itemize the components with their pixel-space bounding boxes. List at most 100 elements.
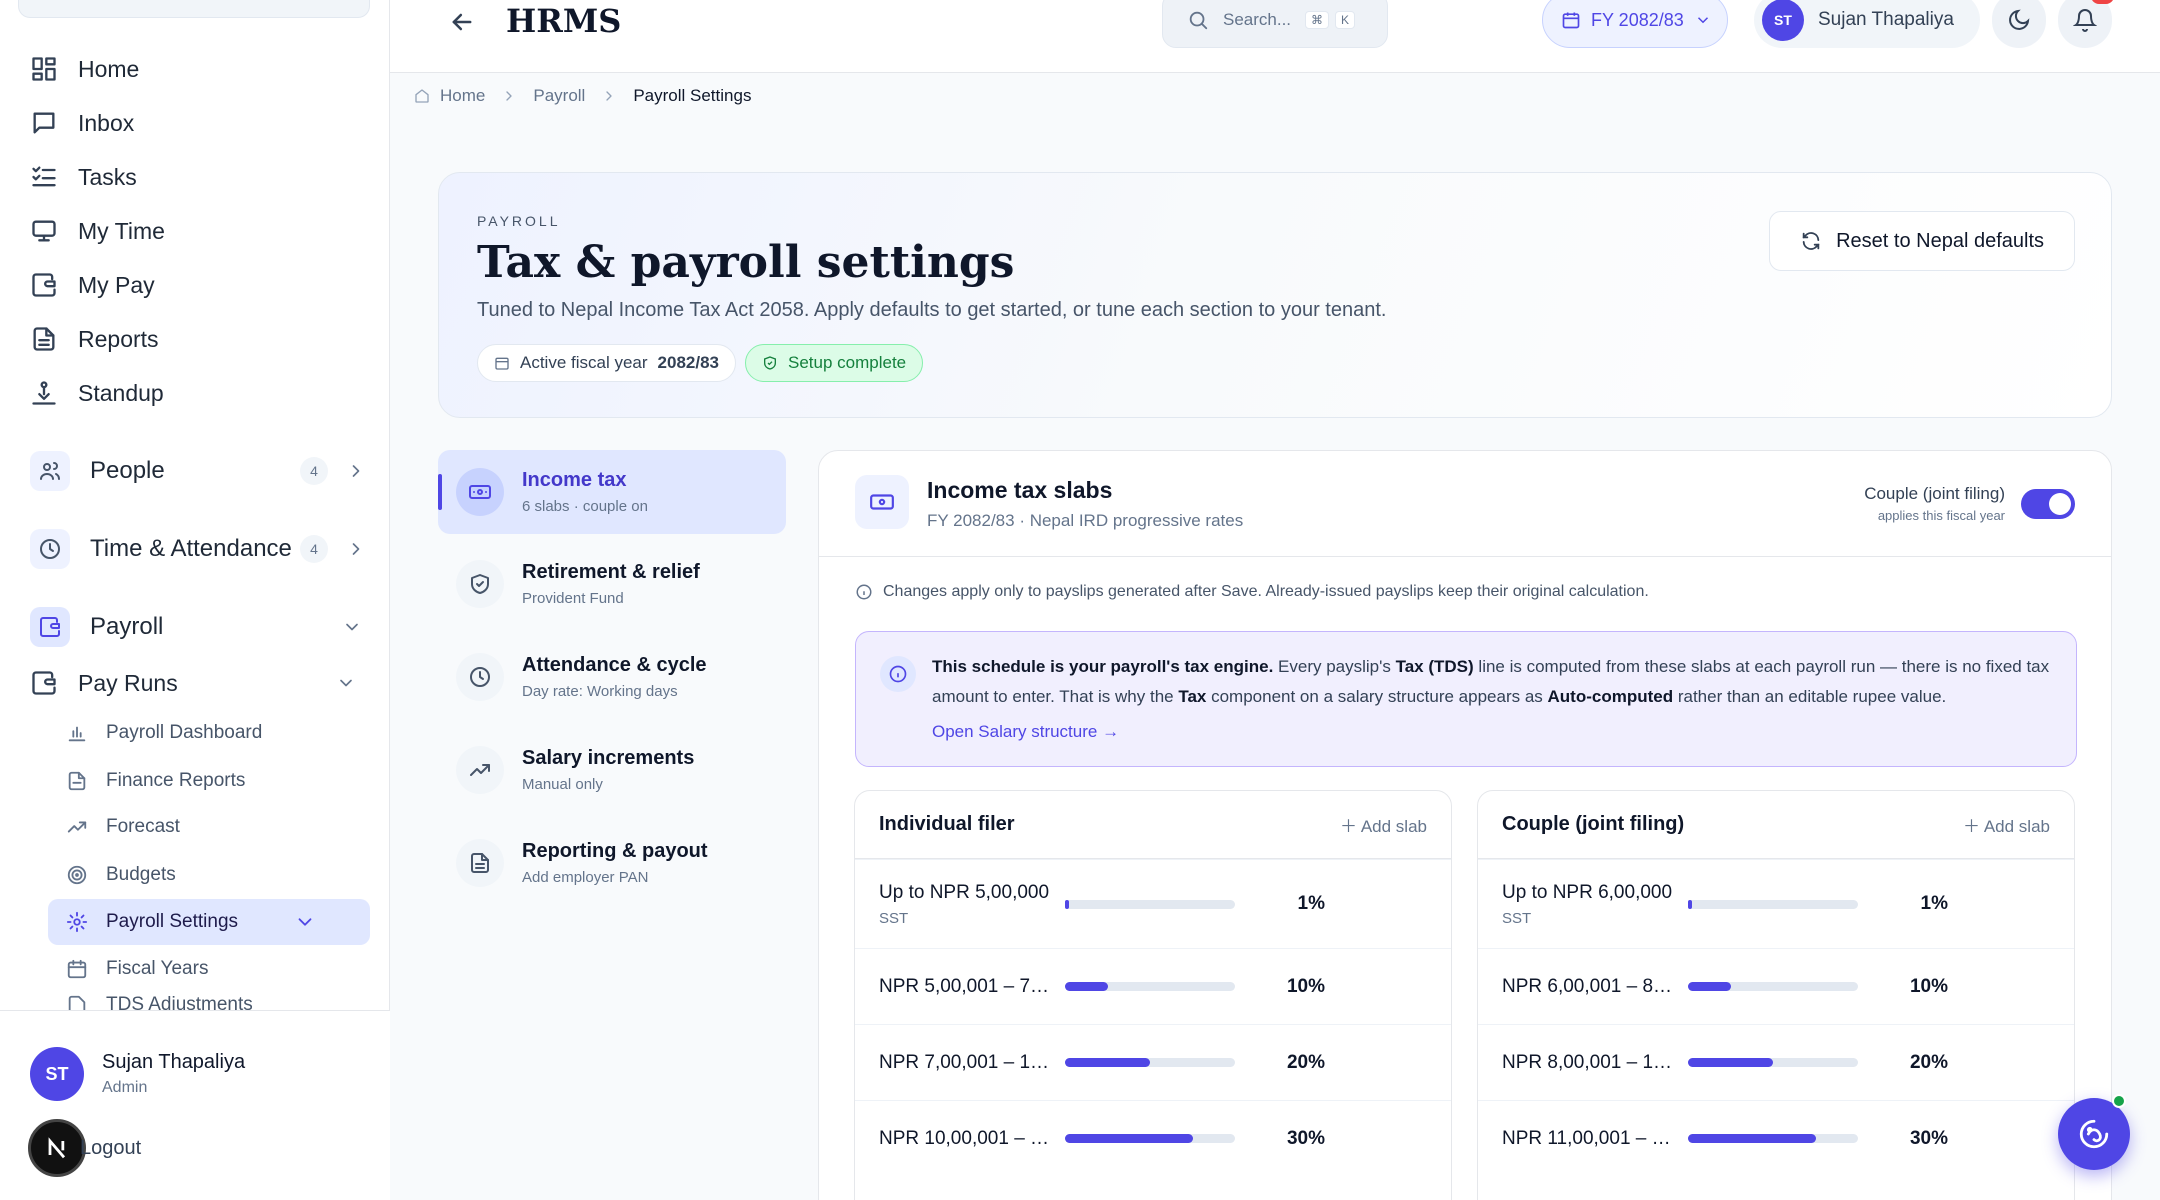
slab-row[interactable]: NPR 7,00,001 – 1… 20% [855,1024,1451,1100]
user-menu[interactable]: ST Sujan Thapaliya [1754,0,1980,48]
slab-row[interactable]: NPR 10,00,001 – … 30% [855,1100,1451,1176]
slab-range: Up to NPR 5,00,000 [879,881,1050,903]
add-slab-button[interactable]: ＋ Add slab [1963,817,2050,836]
couple-filing-toggle[interactable] [2021,489,2075,519]
tab-title: Retirement & relief [522,561,700,583]
slab-row[interactable]: NPR 11,00,001 – … 30% [1478,1100,2074,1176]
nav-standup[interactable]: Standup [30,370,164,416]
salary-structure-link[interactable]: Open Salary structure → [932,722,1120,741]
tab-income-tax[interactable]: Income tax 6 slabs · couple on [438,450,786,534]
search-box[interactable]: Search... ⌘ K [1162,0,1388,48]
fy-value: 2082/83 [657,353,719,372]
slab-range: NPR 11,00,001 – … [1502,1127,1671,1149]
tab-subtitle: 6 slabs · couple on [522,498,648,515]
fy-label: Active fiscal year [520,353,648,372]
search-icon [1189,11,1208,30]
user-name: Sujan Thapaliya [1818,9,1954,30]
rate-bar-track [1688,982,1858,991]
slab-rate: 20% [1909,1051,1948,1073]
nav-home[interactable]: Home [30,46,139,92]
chevron-right-icon [606,91,612,101]
page-title: Tax & payroll settings [477,237,1015,288]
assistant-fab-button[interactable] [2058,1094,2130,1170]
settings-hero: PAYROLL Tax & payroll settings Tuned to … [438,172,2112,418]
logout-link[interactable]: Logout [80,1137,142,1159]
count-badge: 4 [300,535,328,563]
panel-header: Income tax slabs FY 2082/83 · Nepal IRD … [819,451,2111,557]
callout-part: rather than an editable rupee value. [1673,687,1947,706]
info-icon [856,584,872,600]
group-label: People [90,457,165,484]
wallet-icon [32,273,56,297]
slab-table-title: Individual filer [879,813,1015,835]
breadcrumb-home[interactable]: Home [440,86,486,105]
nav-label: Inbox [78,109,135,136]
sub-fiscal-years[interactable]: Fiscal Years [48,946,370,992]
rate-bar-fill [1688,1134,1816,1143]
breadcrumb-payroll[interactable]: Payroll [533,86,586,105]
slab-row[interactable]: NPR 6,00,001 – 8… 10% [1478,948,2074,1024]
nav-my-pay[interactable]: My Pay [30,262,155,308]
status-badge: Setup complete [745,344,924,382]
reset-defaults-button[interactable]: Reset to Nepal defaults [1769,211,2075,271]
file-icon [68,995,86,1010]
nav-label: Standup [78,379,164,406]
tab-attendance-cycle[interactable]: Attendance & cycle Day rate: Working days [438,635,786,719]
slab-range: NPR 6,00,001 – 8… [1502,975,1673,997]
rate-bar-track [1688,1058,1858,1067]
nav-label: Reports [78,325,159,352]
back-arrow-icon[interactable] [448,8,476,36]
panel-subtitle: FY 2082/83 · Nepal IRD progressive rates [927,511,1244,530]
nav-reports[interactable]: Reports [30,316,159,362]
nav-pay-runs[interactable]: Pay Runs [30,660,356,706]
calendar-icon [495,357,509,370]
slab-rate: 10% [1286,975,1325,997]
online-indicator [2112,1094,2126,1108]
notifications-button[interactable]: 13 [2058,0,2114,48]
nav-inbox[interactable]: Inbox [30,100,134,146]
next-logo-icon[interactable] [28,1119,86,1177]
workspace-switcher[interactable] [18,0,370,18]
sub-payroll-dashboard[interactable]: Payroll Dashboard [48,710,370,756]
nav-tasks[interactable]: Tasks [30,154,137,200]
avatar[interactable]: ST [30,1047,84,1101]
tax-engine-callout: This schedule is your payroll's tax engi… [855,631,2077,767]
slab-row[interactable]: NPR 5,00,001 – 7… 10% [855,948,1451,1024]
rate-bar-track [1688,1134,1858,1143]
slab-row[interactable]: Up to NPR 6,00,000 SST 1% [1478,859,2074,948]
sub-finance-reports[interactable]: Finance Reports [48,758,370,804]
refresh-icon [1802,232,1820,250]
slab-range-cell: NPR 10,00,001 – … [879,1128,1065,1150]
sub-forecast[interactable]: Forecast [48,804,370,850]
sub-payroll-settings[interactable]: Payroll Settings [48,899,370,945]
slab-rate: 10% [1909,975,1948,997]
rate-bar-track [1065,1058,1235,1067]
add-slab-button[interactable]: ＋ Add slab [1340,817,1427,836]
users-icon [30,451,70,491]
panel-title: Income tax slabs [927,477,1113,503]
group-label: Payroll [90,613,164,640]
group-people[interactable]: People 4 [30,448,366,494]
bar-chart-icon [68,726,86,742]
shortcut-key: K [1335,11,1356,29]
grid-icon [32,57,56,81]
tab-subtitle: Add employer PAN [522,869,649,886]
group-time-attendance[interactable]: Time & Attendance 4 [30,526,366,572]
sub-budgets[interactable]: Budgets [48,852,370,898]
slab-row[interactable]: NPR 8,00,001 – 1… 20% [1478,1024,2074,1100]
add-slab-label: Add slab [1360,817,1427,836]
tab-reporting-payout[interactable]: Reporting & payout Add employer PAN [438,821,786,905]
fiscal-year-selector[interactable]: FY 2082/83 [1542,0,1728,48]
tab-retirement-relief[interactable]: Retirement & relief Provident Fund [438,542,786,626]
slab-row[interactable]: Up to NPR 5,00,000 SST 1% [855,859,1451,948]
tab-salary-increments[interactable]: Salary increments Manual only [438,728,786,812]
chevron-down-icon [346,623,358,631]
nav-my-time[interactable]: My Time [30,208,165,254]
theme-toggle-button[interactable] [1992,0,2046,48]
group-payroll[interactable]: Payroll [30,604,366,650]
slab-range-cell: NPR 5,00,001 – 7… [879,976,1065,998]
file-text-icon [456,839,504,887]
sub-tds-adjustments[interactable]: TDS Adjustments [48,994,370,1010]
slab-table-header: Couple (joint filing) ＋ Add slab [1478,791,2074,859]
save-notice: Changes apply only to payslips generated… [855,583,1649,601]
